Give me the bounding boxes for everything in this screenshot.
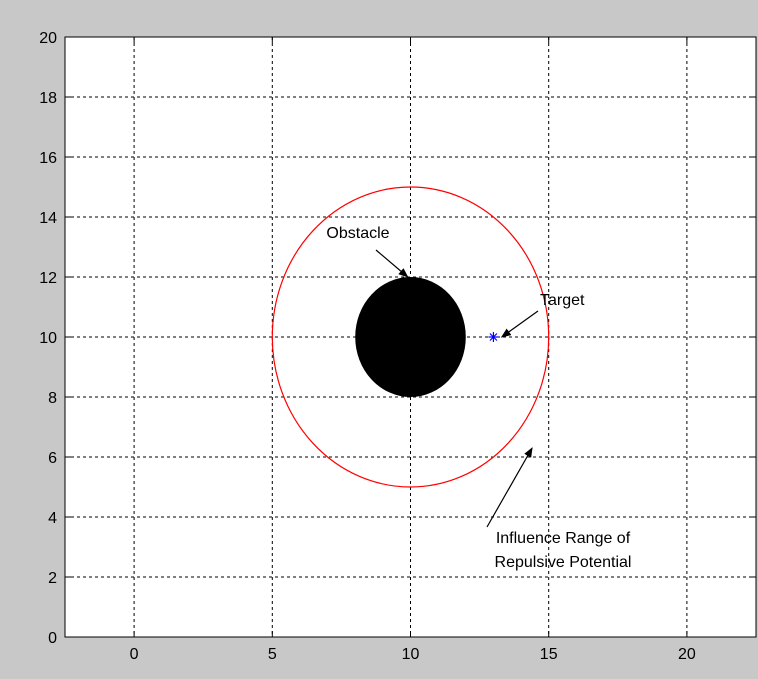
- target-marker: [488, 332, 499, 342]
- y-tick-label: 6: [48, 450, 57, 467]
- annotation-target-text: Target: [540, 292, 585, 309]
- annotation-obstacle-arrow: [375, 249, 409, 278]
- y-tick-label: 18: [39, 90, 57, 107]
- annotations: Obstacle Target Influence Range of Repulsiv…: [326, 225, 631, 571]
- x-tick-label: 0: [130, 646, 139, 663]
- tick-labels: 0 5 10 15 20 0 2 4 6 8 10 12 14 16 18 20: [39, 30, 696, 663]
- annotation-obstacle-text: Obstacle: [326, 225, 389, 242]
- annotation-target-arrow: [500, 310, 539, 338]
- y-tick-label: 16: [39, 150, 57, 167]
- annotation-influence-arrow: [486, 447, 533, 528]
- axes-box: [64, 36, 757, 638]
- x-tick-label: 15: [540, 646, 558, 663]
- annotation-influence-text: Influence Range of: [496, 530, 631, 547]
- y-tick-label: 10: [39, 330, 57, 347]
- x-tick-label: 20: [678, 646, 696, 663]
- obstacle-disk: [355, 277, 466, 397]
- y-tick-label: 4: [48, 510, 57, 527]
- y-tick-label: 8: [48, 390, 57, 407]
- annotation-obstacle: Obstacle: [326, 225, 409, 278]
- annotation-influence: Influence Range of Repulsive Potential: [486, 447, 632, 571]
- x-tick-label: 5: [268, 646, 277, 663]
- axis-ticks: [65, 36, 756, 638]
- y-tick-label: 12: [39, 270, 57, 287]
- x-tick-label: 10: [402, 646, 420, 663]
- y-tick-label: 2: [48, 570, 57, 587]
- y-tick-label: 14: [39, 210, 57, 227]
- influence-range-circle: [271, 186, 550, 488]
- y-tick-label: 20: [39, 30, 57, 47]
- annotation-influence-text: Repulsive Potential: [495, 554, 632, 571]
- data-marks: [271, 186, 550, 488]
- y-tick-label: 0: [48, 630, 57, 647]
- annotation-target: Target: [500, 292, 585, 338]
